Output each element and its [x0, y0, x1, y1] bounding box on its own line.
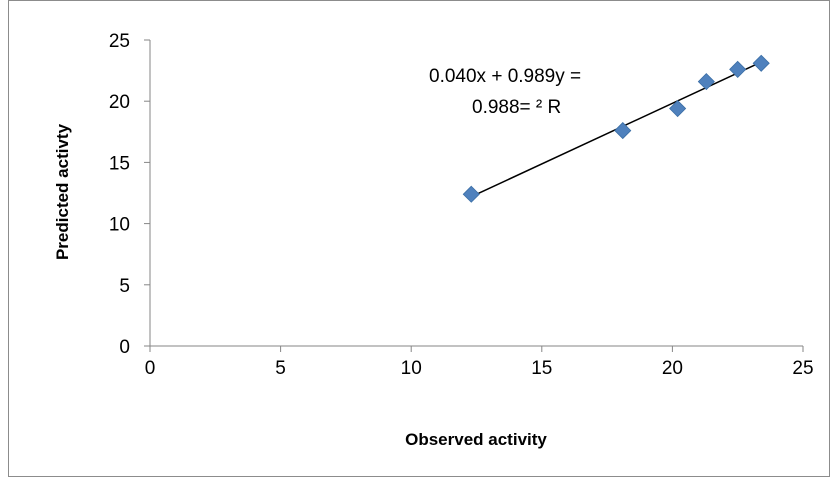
data-point	[752, 54, 770, 72]
data-point	[462, 185, 480, 203]
data-point	[697, 73, 715, 91]
data-points	[462, 54, 770, 203]
equation-line-2: 0.988= ² R	[472, 97, 561, 118]
y-axis-title: Predicted activty	[53, 123, 72, 260]
y-tick-label: 15	[109, 153, 130, 174]
x-tick-label: 0	[145, 358, 156, 379]
x-tick-label: 10	[401, 358, 422, 379]
equation-line-1: 0.040x + 0.989y =	[429, 66, 581, 87]
data-point	[614, 122, 632, 140]
x-tick-label: 15	[531, 358, 552, 379]
y-tick-label: 25	[109, 31, 130, 52]
y-tick-label: 20	[109, 92, 130, 113]
y-tick-label: 5	[119, 276, 130, 297]
y-tick-label: 10	[109, 215, 130, 236]
data-point	[669, 99, 687, 118]
chart-frame	[8, 0, 830, 477]
y-tick-label: 0	[119, 337, 130, 358]
axes: 0 5 10 15 20 25 0 5 10 15 20 25	[109, 31, 814, 379]
x-tick-label: 5	[275, 358, 286, 379]
x-tick-label: 20	[662, 358, 683, 379]
x-axis-title: Observed activity	[405, 430, 547, 449]
data-point	[729, 60, 747, 78]
x-tick-label: 25	[792, 358, 813, 379]
